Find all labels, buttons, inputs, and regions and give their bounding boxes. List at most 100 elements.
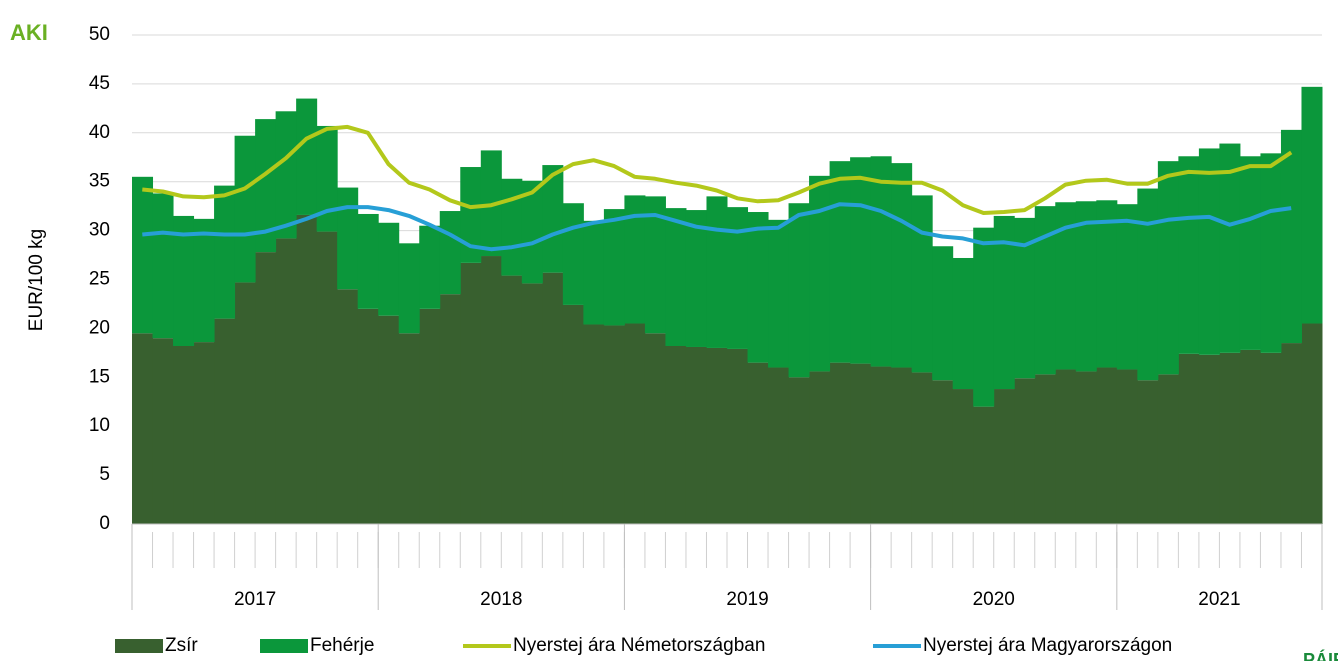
bar (583, 220, 605, 325)
bar (542, 272, 564, 524)
bar (1280, 129, 1302, 344)
bar (624, 195, 646, 324)
x-group-label: 2017 (234, 589, 276, 610)
bar (788, 203, 810, 378)
x-group-label: 2020 (973, 589, 1015, 610)
y-tick-label: 20 (89, 317, 110, 338)
bar (1260, 153, 1282, 353)
y-tick-label: 40 (89, 122, 110, 143)
bar (234, 282, 256, 524)
line (142, 202, 1292, 252)
bar (891, 367, 913, 524)
bar (255, 119, 277, 253)
x-group-label: 2019 (726, 589, 768, 610)
bar (747, 362, 769, 524)
bar (152, 193, 174, 339)
bar (1178, 156, 1200, 354)
bar (439, 294, 461, 524)
bar (1239, 349, 1261, 524)
bar (378, 222, 400, 316)
bar (1239, 156, 1261, 350)
bar (1014, 378, 1036, 524)
bar (419, 225, 441, 309)
bar (685, 346, 707, 524)
bar (829, 362, 851, 524)
bar (870, 156, 892, 367)
logo: PÁIR (1303, 649, 1338, 661)
bar (1219, 352, 1241, 524)
bar (891, 163, 913, 368)
bar (296, 98, 318, 215)
bar (1157, 374, 1179, 524)
bar (1137, 380, 1159, 524)
bar (1280, 343, 1302, 524)
bar (727, 348, 749, 524)
bar (850, 363, 872, 524)
logo: AKI (10, 20, 48, 45)
bar (1157, 161, 1179, 375)
line (142, 124, 1293, 215)
bar (419, 308, 441, 524)
bar (562, 304, 584, 524)
bar (973, 227, 995, 407)
bar (234, 135, 256, 283)
bar (1116, 204, 1138, 370)
bar (1096, 367, 1118, 524)
y-tick-label: 45 (89, 73, 110, 94)
bar (132, 176, 154, 334)
bar (542, 165, 564, 273)
bar (809, 175, 831, 372)
bar (173, 215, 195, 347)
bar (357, 308, 379, 524)
bar (911, 372, 933, 524)
legend-swatch (260, 639, 308, 653)
bar (1075, 201, 1097, 372)
bar (624, 323, 646, 524)
bar (398, 333, 420, 524)
y-tick-label: 50 (89, 24, 110, 45)
bar (439, 211, 461, 295)
bar (173, 346, 195, 524)
bar (1260, 352, 1282, 524)
bar (521, 180, 543, 284)
bar (932, 380, 954, 524)
bar (1055, 202, 1077, 370)
bar (1034, 374, 1056, 524)
bar (870, 366, 892, 524)
bar (152, 338, 174, 524)
bar (193, 218, 215, 343)
bar (316, 231, 338, 524)
bar (214, 318, 236, 524)
bar (501, 178, 523, 276)
bar (1055, 369, 1077, 524)
bar (685, 210, 707, 347)
y-tick-label: 15 (89, 366, 110, 387)
bar (665, 346, 687, 524)
y-tick-label: 35 (89, 171, 110, 192)
bar (214, 185, 236, 319)
bar (378, 315, 400, 524)
bar (1075, 371, 1097, 524)
bar (275, 111, 297, 239)
bar (1178, 353, 1200, 524)
bar (337, 289, 359, 524)
legend-swatch (115, 639, 163, 653)
bar (583, 324, 605, 524)
bar (1219, 143, 1241, 353)
legend-label: Zsír (165, 635, 198, 656)
bar (1198, 354, 1220, 524)
x-group-label: 2018 (480, 589, 522, 610)
bar (1301, 323, 1323, 524)
bar (1198, 148, 1220, 355)
bar (603, 325, 625, 524)
bar (460, 262, 482, 524)
bar (398, 243, 420, 334)
bar (316, 125, 338, 232)
bar (993, 215, 1015, 390)
legend-label: Nyerstej ára Németországban (513, 635, 765, 656)
y-tick-label: 25 (89, 269, 110, 290)
bar (809, 371, 831, 524)
x-group-label: 2021 (1198, 589, 1240, 610)
bar (1116, 369, 1138, 524)
y-tick-label: 0 (99, 513, 110, 534)
